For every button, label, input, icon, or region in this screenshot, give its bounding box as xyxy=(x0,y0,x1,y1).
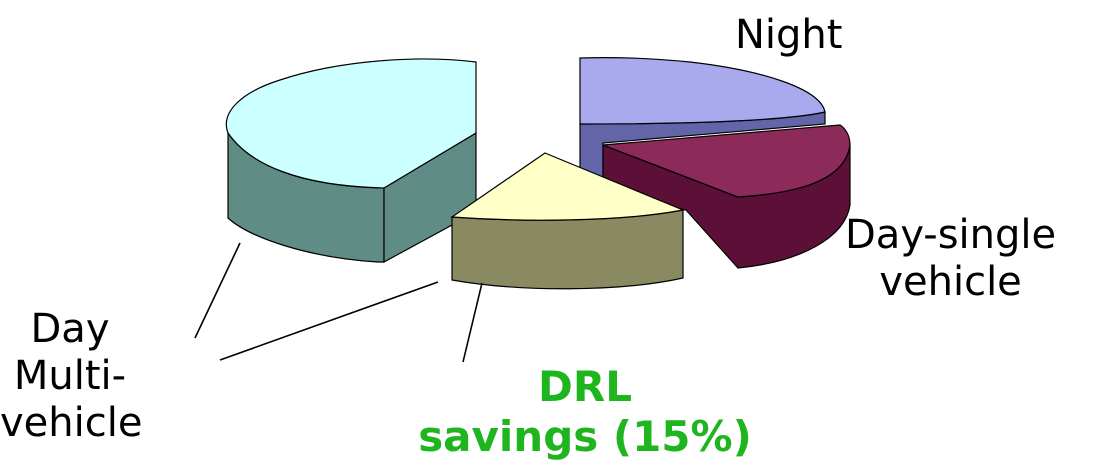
label-night: Night xyxy=(735,12,842,59)
slice-drl-side xyxy=(451,209,684,290)
leader-line-day-multi-1 xyxy=(194,242,241,339)
label-day-multi-line-2: Multi- xyxy=(13,353,127,400)
slice-drl-top xyxy=(450,152,686,221)
label-day-multi-line-3: vehicle xyxy=(0,400,143,447)
slice-drl-savings xyxy=(450,152,686,290)
label-drl-line-2: savings (15%) xyxy=(418,411,752,461)
slice-day-multi-top xyxy=(225,58,477,189)
label-night-line-1: Night xyxy=(735,12,843,58)
leader-line-day-multi-2 xyxy=(219,281,439,361)
label-day-multi-line-1: Day xyxy=(30,306,110,352)
slice-day-multi-vehicle xyxy=(225,58,477,264)
label-day-single-line-1: Day-single xyxy=(845,212,1057,258)
slice-night xyxy=(579,57,826,193)
label-drl-savings: DRL savings (15%) xyxy=(375,362,795,461)
label-drl-line-1: DRL xyxy=(538,362,632,411)
label-day-single-vehicle: Day-single vehicle xyxy=(845,212,1056,306)
slice-night-top xyxy=(579,57,826,125)
label-day-single-line-2: vehicle xyxy=(879,259,1022,306)
leader-line-drl xyxy=(462,282,483,363)
slice-day-single-vehicle xyxy=(602,124,851,269)
slice-day-single-top xyxy=(602,124,851,198)
label-day-multi-vehicle: Day Multi- vehicle xyxy=(0,306,143,448)
